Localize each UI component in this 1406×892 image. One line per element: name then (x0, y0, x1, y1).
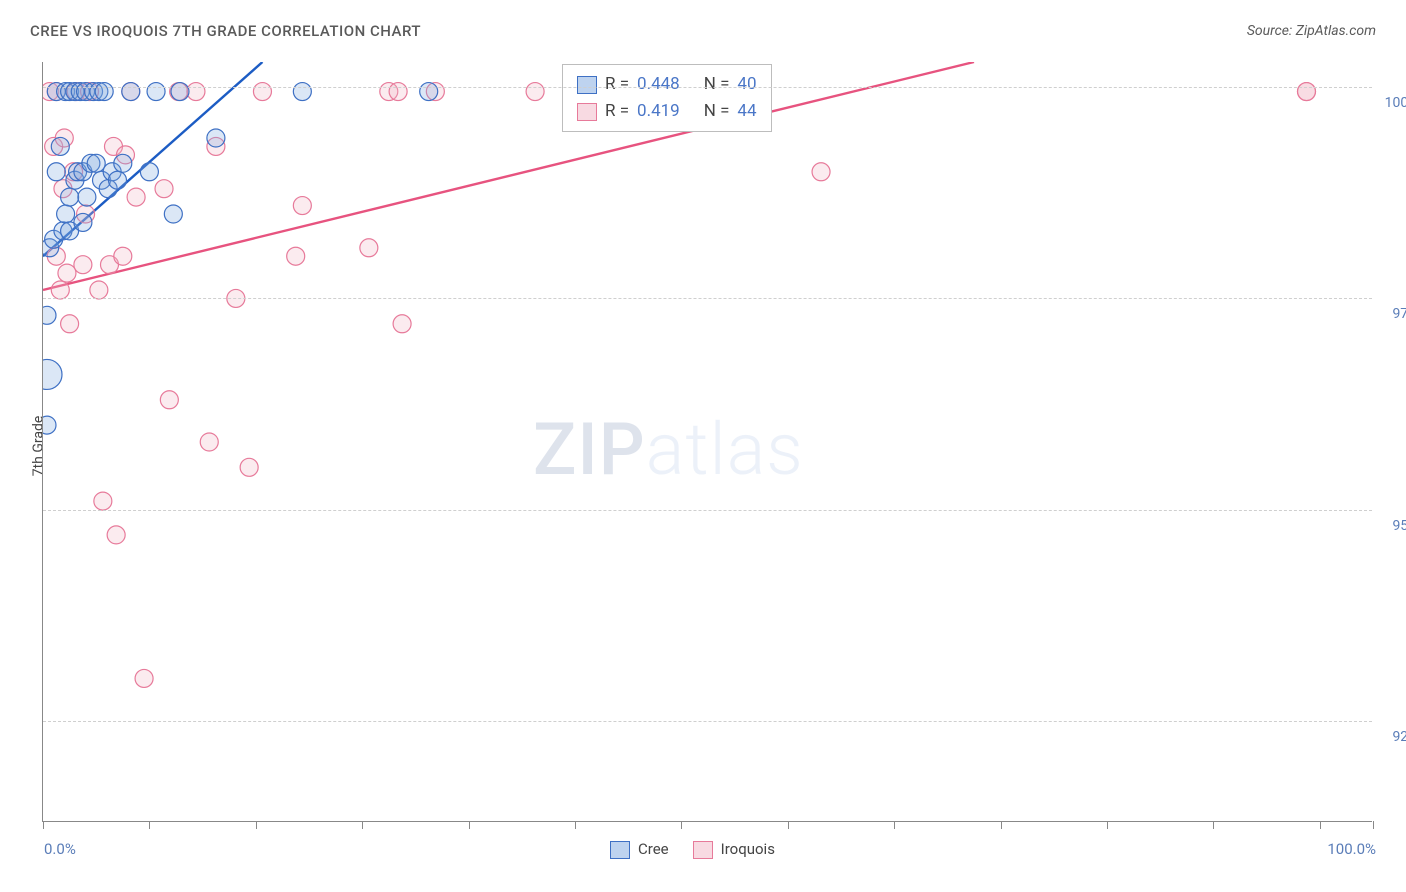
scatter-point (293, 197, 311, 215)
scatter-point (90, 281, 108, 299)
scatter-point (155, 180, 173, 198)
n-label: N = (704, 98, 730, 125)
scatter-plot-svg (43, 62, 1372, 821)
bottom-legend-iroquois: Iroquois (693, 840, 775, 859)
scatter-point (160, 391, 178, 409)
scatter-point (360, 239, 378, 257)
x-tick (1373, 821, 1374, 829)
iroquois-label: Iroquois (721, 840, 775, 858)
gridline-h (43, 510, 1372, 511)
scatter-point (32, 359, 62, 389)
iroquois-swatch-icon (693, 841, 713, 859)
chart-title: CREE VS IROQUOIS 7TH GRADE CORRELATION C… (30, 22, 421, 40)
scatter-point (287, 247, 305, 265)
x-tick (1213, 821, 1214, 829)
n-label: N = (704, 71, 730, 98)
cree-swatch-icon (610, 841, 630, 859)
scatter-point (293, 83, 311, 101)
scatter-point (420, 83, 438, 101)
y-tick-label: 100.0% (1380, 95, 1406, 111)
scatter-point (526, 83, 544, 101)
scatter-point (140, 163, 158, 181)
scatter-point (812, 163, 830, 181)
scatter-point (51, 281, 69, 299)
scatter-point (187, 83, 205, 101)
x-tick (469, 821, 470, 829)
y-tick-label: 95.0% (1380, 518, 1406, 534)
scatter-point (58, 264, 76, 282)
y-tick-label: 97.5% (1380, 306, 1406, 322)
scatter-point (122, 83, 140, 101)
cree-swatch-icon (577, 76, 597, 94)
scatter-point (74, 213, 92, 231)
scatter-point (95, 83, 113, 101)
x-tick (256, 821, 257, 829)
scatter-point (107, 526, 125, 544)
scatter-point (1298, 83, 1316, 101)
scatter-point (57, 205, 75, 223)
cree-r-value: 0.448 (637, 71, 680, 98)
x-tick (788, 821, 789, 829)
scatter-point (207, 129, 225, 147)
stat-legend-row-cree: R = 0.448 N = 40 (577, 71, 757, 98)
x-tick (362, 821, 363, 829)
bottom-legend: Cree Iroquois (610, 840, 775, 859)
scatter-point (114, 247, 132, 265)
scatter-point (114, 154, 132, 172)
x-tick (1320, 821, 1321, 829)
x-tick (894, 821, 895, 829)
chart-header: CREE VS IROQUOIS 7TH GRADE CORRELATION C… (30, 22, 1376, 40)
x-tick (681, 821, 682, 829)
stat-legend-row-iroquois: R = 0.419 N = 44 (577, 98, 757, 125)
scatter-point (393, 315, 411, 333)
x-tick (1001, 821, 1002, 829)
gridline-h (43, 87, 1372, 88)
scatter-point (253, 83, 271, 101)
scatter-point (147, 83, 165, 101)
scatter-point (171, 83, 189, 101)
scatter-point (135, 669, 153, 687)
scatter-point (94, 492, 112, 510)
y-tick-label: 92.5% (1380, 729, 1406, 745)
chart-plot-area: ZIPatlas R = 0.448 N = 40 R = 0.419 N = … (42, 62, 1372, 822)
scatter-point (51, 137, 69, 155)
scatter-point (61, 315, 79, 333)
x-tick (575, 821, 576, 829)
scatter-point (164, 205, 182, 223)
x-tick-label-max: 100.0% (1327, 840, 1376, 858)
iroquois-swatch-icon (577, 103, 597, 121)
scatter-point (78, 188, 96, 206)
r-label: R = (605, 71, 629, 98)
x-tick-label-min: 0.0% (44, 840, 76, 858)
x-tick (1107, 821, 1108, 829)
scatter-point (61, 188, 79, 206)
scatter-point (240, 458, 258, 476)
iroquois-n-value: 44 (737, 98, 756, 125)
scatter-point (108, 171, 126, 189)
bottom-legend-cree: Cree (610, 840, 669, 859)
stat-legend: R = 0.448 N = 40 R = 0.419 N = 44 (562, 64, 772, 132)
cree-n-value: 40 (737, 71, 756, 98)
gridline-h (43, 721, 1372, 722)
scatter-point (38, 306, 56, 324)
x-tick (43, 821, 44, 829)
scatter-point (47, 163, 65, 181)
chart-source: Source: ZipAtlas.com (1247, 23, 1376, 39)
r-label: R = (605, 98, 629, 125)
scatter-point (200, 433, 218, 451)
scatter-point (127, 188, 145, 206)
scatter-point (389, 83, 407, 101)
gridline-h (43, 298, 1372, 299)
cree-label: Cree (638, 840, 669, 858)
x-tick (149, 821, 150, 829)
scatter-point (74, 256, 92, 274)
scatter-point (87, 154, 105, 172)
iroquois-r-value: 0.419 (637, 98, 680, 125)
